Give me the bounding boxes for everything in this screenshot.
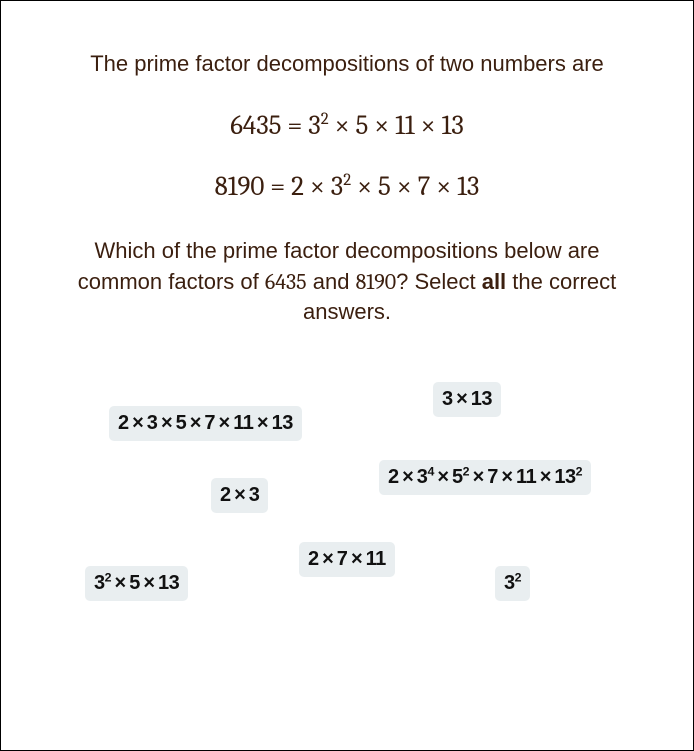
answer-option-opt7[interactable]: 32 bbox=[495, 566, 530, 601]
equation-1: 6435 = 32 × 5 × 11 × 13 bbox=[1, 110, 693, 141]
answer-option-opt6[interactable]: 32 × 5 × 13 bbox=[85, 566, 188, 601]
answer-area: 2 × 3 × 5 × 7 × 11 × 13 3 × 13 2 × 3 2 × 34… bbox=[1, 374, 693, 654]
answer-option-opt5[interactable]: 2 × 7 × 11 bbox=[299, 542, 395, 577]
answer-option-opt4[interactable]: 2 × 34 × 52 × 7 × 11 × 132 bbox=[379, 460, 591, 495]
equation-2: 8190 = 2 × 32 × 5 × 7 × 13 bbox=[1, 171, 693, 202]
answer-option-opt1[interactable]: 2 × 3 × 5 × 7 × 11 × 13 bbox=[109, 406, 302, 441]
intro-text: The prime factor decompositions of two n… bbox=[61, 49, 633, 80]
prompt-text: Which of the prime factor decompositions… bbox=[51, 236, 643, 328]
answer-option-opt3[interactable]: 2 × 3 bbox=[211, 478, 268, 513]
answer-option-opt2[interactable]: 3 × 13 bbox=[433, 382, 501, 417]
